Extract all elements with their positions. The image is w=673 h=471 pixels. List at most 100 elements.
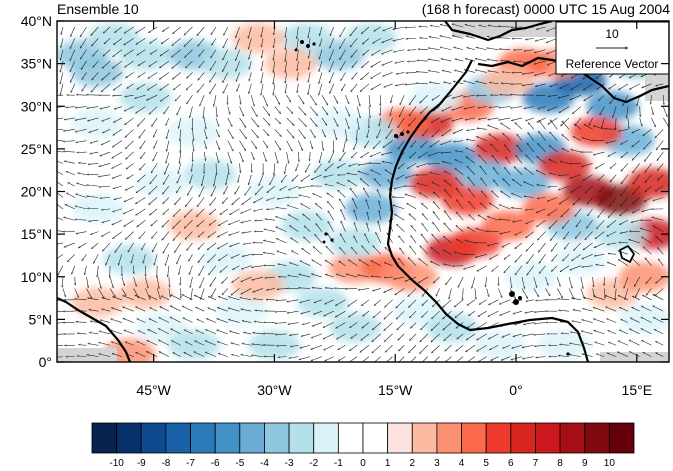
wind-vector-160	[102, 60, 111, 68]
anomaly-cell-7	[280, 23, 333, 54]
wind-vector-25	[350, 26, 358, 36]
wind-vector-461	[588, 117, 593, 126]
wind-vector-663	[516, 155, 523, 164]
wind-vector-126	[319, 49, 323, 60]
wind-vector-74	[320, 38, 323, 46]
wind-vector-656	[428, 163, 440, 164]
wind-vector-365	[65, 107, 75, 108]
wind-vector-787	[135, 197, 146, 205]
wind-vector-55	[91, 38, 99, 46]
wind-vector-503	[466, 129, 475, 130]
wind-vector-794	[222, 197, 228, 204]
wind-vector-695	[280, 174, 287, 183]
wind-vector-776	[621, 185, 629, 196]
wind-vector-784	[100, 198, 111, 199]
wind-vector-159	[93, 60, 99, 67]
colorbar-box-11	[362, 422, 389, 454]
wind-vector-342	[408, 95, 417, 105]
wind-vector-303	[560, 83, 570, 89]
wind-vector-30	[405, 27, 417, 28]
wind-vector-430	[227, 117, 233, 127]
wind-vector-828	[620, 197, 629, 207]
wind-vector-618	[593, 151, 605, 155]
wind-vector-559	[517, 134, 523, 141]
wind-vector-400	[478, 106, 487, 108]
wind-vector-289	[395, 83, 405, 86]
wind-vector-729	[68, 182, 75, 187]
wind-vector-675	[657, 163, 664, 170]
wind-vector-428	[203, 117, 206, 129]
wind-vector-305	[583, 83, 593, 91]
wind-vector-779	[655, 185, 664, 192]
wind-vector-157	[69, 60, 76, 72]
wind-vector-422	[124, 117, 134, 125]
wind-vector-521	[63, 141, 75, 142]
wind-vector-231	[328, 72, 334, 83]
wind-vector-221	[209, 72, 217, 82]
wind-vector-634	[178, 163, 181, 173]
anomaly-cell-13	[167, 116, 220, 147]
anomaly-cell-80	[554, 244, 607, 275]
wind-vector-307	[608, 83, 617, 90]
wind-vector-81	[393, 38, 405, 40]
wind-vector-574	[77, 152, 87, 153]
wind-vector-541	[309, 140, 312, 149]
wind-vector-576	[100, 151, 111, 156]
wind-vector-489	[309, 129, 316, 138]
wind-vector-156	[60, 61, 64, 72]
wind-vector-288	[384, 83, 393, 87]
wind-vector-249	[534, 72, 546, 75]
wind-vector-560	[528, 132, 535, 141]
wind-vector-241	[442, 70, 452, 73]
wind-vector-767	[512, 178, 523, 187]
wind-vector-851	[276, 207, 287, 210]
wind-vector-565	[582, 138, 593, 141]
wind-vector-773	[585, 185, 593, 193]
wind-vector-680	[98, 174, 111, 177]
wind-vector-590	[274, 151, 278, 163]
wind-vector-738	[176, 185, 181, 193]
wind-vector-768	[523, 181, 534, 187]
colorbar-label-19: 9	[582, 458, 588, 469]
colorbar: -10 -9 -8 -7 -6 -5 -4 -3 -2 -1 0 1 2 3 4 5 6 7 8 9 10	[91, 422, 635, 469]
wind-vector-429	[215, 117, 219, 127]
colorbar-box-19	[559, 422, 586, 454]
wind-vector-235	[370, 72, 381, 79]
wind-vector-507	[515, 122, 523, 130]
wind-vector-600	[381, 151, 393, 155]
wind-vector-185	[395, 60, 405, 63]
wind-vector-211	[92, 72, 99, 80]
wind-vector-54	[79, 38, 87, 48]
anomaly-cell-8	[345, 23, 398, 54]
wind-vector-1	[70, 26, 76, 37]
wind-vector-681	[112, 174, 122, 179]
wind-vector-494	[367, 129, 370, 137]
wind-vector-63	[184, 38, 193, 46]
wind-vector-569	[632, 140, 640, 147]
colorbar-box-5	[214, 422, 241, 454]
wind-vector-405	[538, 106, 546, 109]
wind-vector-823	[559, 197, 570, 205]
wind-vector-701	[347, 173, 358, 176]
wind-vector-500	[432, 129, 440, 137]
wind-vector-229	[308, 72, 311, 82]
wind-vector-849	[253, 208, 264, 211]
wind-vector-657	[442, 162, 452, 164]
x-tick-label-3: 0°	[509, 382, 522, 398]
wind-vector-116	[199, 49, 205, 57]
wind-vector-23	[329, 26, 334, 36]
wind-vector-475	[139, 129, 146, 138]
wind-vector-396	[433, 106, 440, 112]
colorbar-box-6	[239, 422, 265, 454]
wind-vector-123	[285, 49, 287, 62]
wind-vector-56	[104, 38, 111, 44]
wind-vector-598	[360, 151, 370, 159]
wind-vector-841	[163, 208, 170, 215]
wind-vector-820	[524, 196, 534, 198]
wind-vector-131	[371, 49, 381, 56]
wind-vector-188	[428, 59, 440, 62]
wind-vector-812	[433, 192, 440, 198]
wind-vector-741	[210, 186, 217, 196]
wind-vector-499	[422, 129, 429, 136]
y-tick-label-2: 10°N	[21, 269, 52, 285]
